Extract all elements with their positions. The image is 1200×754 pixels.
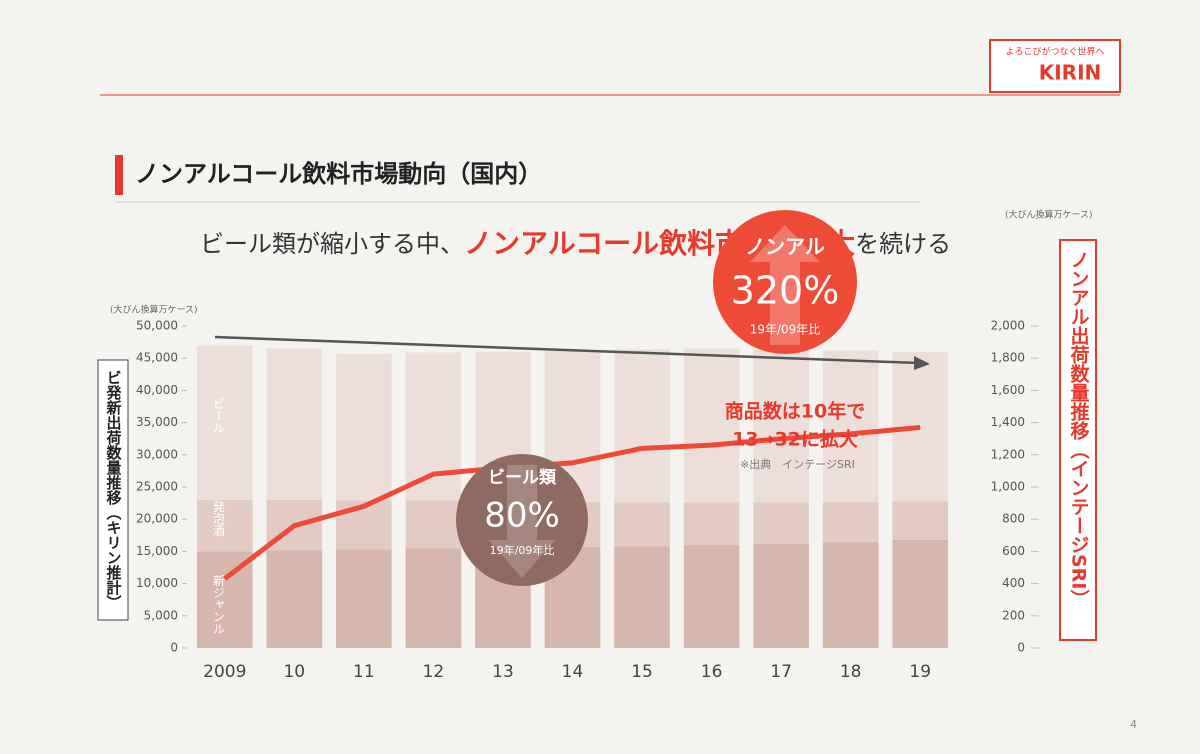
bar-segment	[266, 550, 323, 648]
bar-segment	[683, 502, 740, 545]
x-tick-label: 16	[701, 662, 723, 682]
y2-tick-label: 1,600	[991, 383, 1025, 397]
subtitle-part: ビール類が縮小する中、	[200, 230, 464, 258]
x-tick-label: 12	[423, 662, 445, 682]
x-tick-label: 15	[631, 662, 653, 682]
y-tick-label: 45,000	[136, 351, 178, 365]
x-tick-label: 17	[770, 662, 792, 682]
bar-segment	[822, 541, 879, 648]
y2-tick-label: 1,000	[991, 480, 1025, 494]
bar-segment	[336, 353, 392, 501]
subtitle-part: を続ける	[855, 230, 951, 258]
bar-segment	[753, 502, 809, 544]
x-tick-label: 18	[840, 662, 862, 682]
beer-circle	[456, 454, 588, 586]
y-unit: (大びん換算万ケース)	[110, 304, 198, 316]
bar-segment	[196, 499, 253, 552]
y-tick-label: 35,000	[136, 415, 178, 429]
page-number: 4	[1130, 718, 1137, 731]
annotation: 13→32に拡大	[732, 428, 858, 451]
bar-segment	[614, 349, 670, 503]
bar-segment	[892, 351, 949, 502]
y2-tick-label: 1,400	[991, 415, 1025, 429]
y2-axis-title: ノンアル出荷数量推移（インテージSRI）	[1068, 250, 1091, 608]
segment-label: ビール	[211, 397, 225, 433]
ylabel-box	[97, 359, 129, 621]
bar-segment	[822, 350, 879, 502]
y2label-box	[1059, 239, 1097, 641]
annotation: 80%	[484, 496, 560, 536]
source-note: ※出典 インテージSRI	[740, 457, 855, 471]
y-tick-label: 30,000	[136, 447, 178, 461]
y-tick-label: 20,000	[136, 512, 178, 526]
nonal-circle	[713, 210, 857, 354]
logo-tagline: よろこびがつなぐ世界へ	[1005, 46, 1104, 58]
y-tick-label: 40,000	[136, 383, 178, 397]
y-tick-label: 25,000	[136, 480, 178, 494]
trend-arrow	[214, 335, 919, 365]
logo-box	[989, 39, 1121, 93]
plot: 0 5,000 10,000 15,000 20,000 25,000 30,000 35,0…	[136, 319, 1039, 682]
title-bar	[115, 155, 123, 195]
bar-segment	[753, 543, 809, 648]
y-tick-label: 15,000	[136, 544, 178, 558]
bar-segment	[266, 348, 323, 500]
y-tick-label: 50,000	[136, 319, 178, 333]
y2-unit: (大びん換算万ケース)	[1005, 209, 1093, 221]
annotation: ビール類	[488, 468, 557, 488]
y-tick-label: 5,000	[144, 608, 178, 622]
arrow-head	[914, 356, 930, 370]
bar-segment	[614, 546, 670, 648]
bar-segment	[892, 539, 949, 648]
annotation: ノンアル	[745, 235, 825, 259]
annotation: 19年/09年比	[750, 323, 821, 337]
x-tick-label: 14	[562, 662, 584, 682]
y2-tick-label: 2,000	[991, 319, 1025, 333]
x-tick-label: 13	[492, 662, 514, 682]
bar-segment	[405, 500, 462, 549]
y2-tick-label: 1,800	[991, 351, 1025, 365]
bar-segment	[683, 348, 740, 503]
x-tick-label: 11	[353, 662, 375, 682]
bar-segment	[405, 548, 462, 648]
y2-tick-label: 200	[1002, 608, 1025, 622]
x-tick-label: 19	[909, 662, 931, 682]
bar-segment	[892, 501, 949, 540]
bar-segment	[822, 501, 879, 542]
y2-tick-label: 1,200	[991, 447, 1025, 461]
x-tick-label: 10	[283, 662, 305, 682]
logo: KIRIN	[1039, 61, 1102, 85]
slide-title: ノンアルコール飲料市場動向（国内）	[135, 160, 542, 188]
bar-segment	[196, 345, 253, 500]
down-arrow	[489, 465, 555, 578]
y2-tick-label: 800	[1002, 512, 1025, 526]
y-axis-title: ビ発新出荷数量推移（キリン推計）	[105, 370, 123, 610]
segment-label: 新ジャンル	[211, 574, 225, 634]
y2-tick-label: 400	[1002, 576, 1025, 590]
bar-segment	[336, 549, 392, 648]
line-series	[223, 424, 921, 581]
y2-tick-label: 600	[1002, 544, 1025, 558]
bar-segment	[683, 544, 740, 648]
bar-segment	[614, 502, 670, 547]
annotation: 19年/09年比	[490, 543, 555, 557]
annotation: 320%	[731, 269, 840, 313]
y-tick-label: 0	[170, 641, 178, 655]
bar-segment	[405, 352, 462, 501]
y-tick-label: 10,000	[136, 576, 178, 590]
up-arrow	[750, 225, 820, 345]
annotation: 商品数は10年で	[725, 400, 865, 423]
x-tick-label: 2009	[203, 662, 246, 682]
y2-tick-label: 0	[1017, 641, 1025, 655]
bar-segment	[753, 349, 809, 503]
segment-label: 発泡酒	[211, 500, 225, 536]
